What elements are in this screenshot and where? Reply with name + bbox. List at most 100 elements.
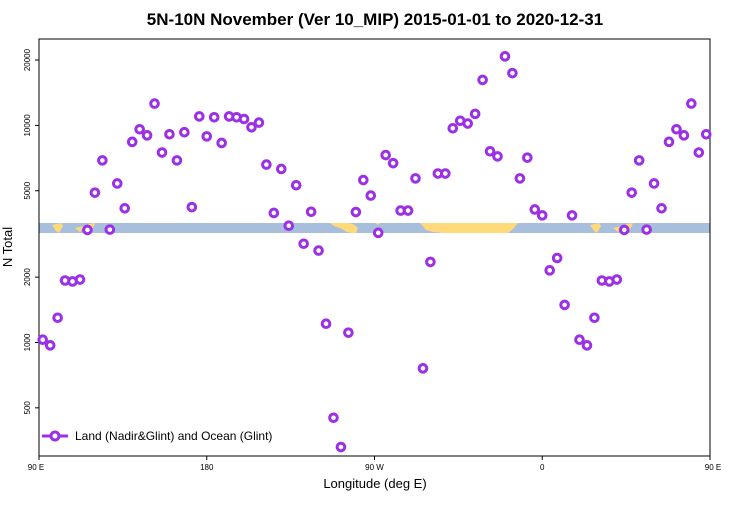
- data-point: [551, 252, 563, 264]
- y-tick-label: 500: [23, 401, 32, 415]
- land-patch-asia-west: [52, 223, 63, 233]
- data-point: [74, 274, 86, 285]
- data-point: [126, 136, 138, 148]
- data-point: [618, 224, 630, 236]
- plot-frame: [38, 38, 711, 457]
- data-point: [246, 121, 257, 133]
- data-point: [372, 227, 384, 239]
- x-tick-label: 90 W: [365, 463, 384, 472]
- data-point: [477, 74, 488, 86]
- y-tick-label: 2000: [23, 268, 32, 286]
- data-point: [164, 128, 175, 140]
- data-point: [693, 147, 705, 158]
- land-patch-africa: [420, 223, 518, 233]
- data-point: [544, 265, 556, 276]
- data-point: [611, 274, 623, 285]
- land-patch-caribbean: [375, 223, 380, 225]
- data-point: [559, 299, 570, 311]
- data-point: [193, 111, 205, 122]
- data-points: [37, 51, 712, 453]
- data-point: [514, 173, 526, 184]
- data-point: [678, 130, 690, 141]
- y-tick-label: 5000: [23, 181, 32, 199]
- data-point: [208, 111, 220, 123]
- data-point: [425, 256, 436, 268]
- data-point: [104, 224, 116, 235]
- data-point: [201, 131, 213, 142]
- chart-title: 5N-10N November (Ver 10_MIP) 2015-01-01 …: [147, 10, 603, 29]
- land-patch-philippines-repeat: [626, 223, 633, 230]
- ocean-band: [39, 223, 710, 233]
- data-point: [343, 327, 354, 338]
- data-point: [44, 340, 56, 351]
- data-point: [149, 98, 160, 109]
- data-point: [581, 340, 593, 351]
- data-point: [253, 117, 265, 128]
- data-point: [440, 168, 451, 179]
- data-point: [484, 145, 496, 157]
- data-point: [283, 220, 295, 232]
- data-point: [507, 67, 518, 79]
- data-point: [410, 173, 421, 184]
- data-point: [656, 203, 667, 214]
- data-point: [156, 147, 168, 158]
- data-point: [365, 190, 377, 201]
- data-point: [134, 123, 145, 135]
- data-point: [447, 122, 459, 134]
- data-point: [686, 98, 697, 109]
- data-point: [648, 178, 660, 189]
- data-point: [179, 126, 190, 138]
- data-point: [119, 203, 131, 214]
- y-axis: 500 1000 2000 5000 10000 20000: [23, 48, 39, 415]
- data-point: [89, 187, 101, 198]
- data-point: [313, 245, 324, 256]
- x-tick-label: 90 E: [28, 463, 44, 472]
- data-point: [111, 178, 123, 189]
- data-point: [529, 204, 541, 215]
- data-point: [566, 210, 578, 221]
- land-patch-americas: [330, 223, 358, 233]
- data-point: [186, 201, 198, 213]
- data-point: [387, 157, 399, 169]
- x-tick-label: 180: [200, 463, 214, 472]
- data-point: [402, 205, 414, 216]
- data-point: [358, 174, 369, 186]
- data-point: [417, 363, 429, 374]
- data-point: [574, 334, 585, 345]
- data-point: [499, 51, 511, 62]
- data-point: [52, 312, 63, 324]
- data-point: [141, 130, 153, 141]
- data-point: [216, 137, 227, 149]
- data-point: [298, 238, 309, 250]
- legend-marker: [49, 430, 61, 442]
- data-point: [641, 224, 652, 235]
- data-point: [626, 187, 638, 198]
- land-patch-asia-islands: [75, 226, 84, 232]
- data-point: [261, 159, 272, 170]
- data-point: [305, 206, 317, 218]
- data-point: [663, 136, 675, 148]
- data-point: [671, 123, 682, 135]
- data-point: [276, 163, 287, 175]
- data-point: [320, 318, 332, 330]
- data-point: [82, 224, 93, 236]
- data-point: [633, 155, 645, 166]
- data-point: [290, 179, 302, 191]
- y-tick-label: 10000: [23, 114, 32, 137]
- data-point: [522, 152, 533, 163]
- data-point: [97, 155, 108, 166]
- data-point: [589, 312, 600, 324]
- data-point: [469, 108, 481, 120]
- x-axis-label: Longitude (deg E): [323, 476, 426, 491]
- data-point: [350, 206, 362, 218]
- data-point: [335, 441, 347, 453]
- y-axis-label: N Total: [0, 227, 15, 267]
- data-point: [700, 128, 712, 140]
- data-point: [380, 149, 391, 161]
- y-tick-label: 1000: [23, 333, 32, 351]
- x-tick-label: 0: [540, 463, 545, 472]
- data-point: [37, 334, 49, 345]
- data-point: [536, 210, 548, 221]
